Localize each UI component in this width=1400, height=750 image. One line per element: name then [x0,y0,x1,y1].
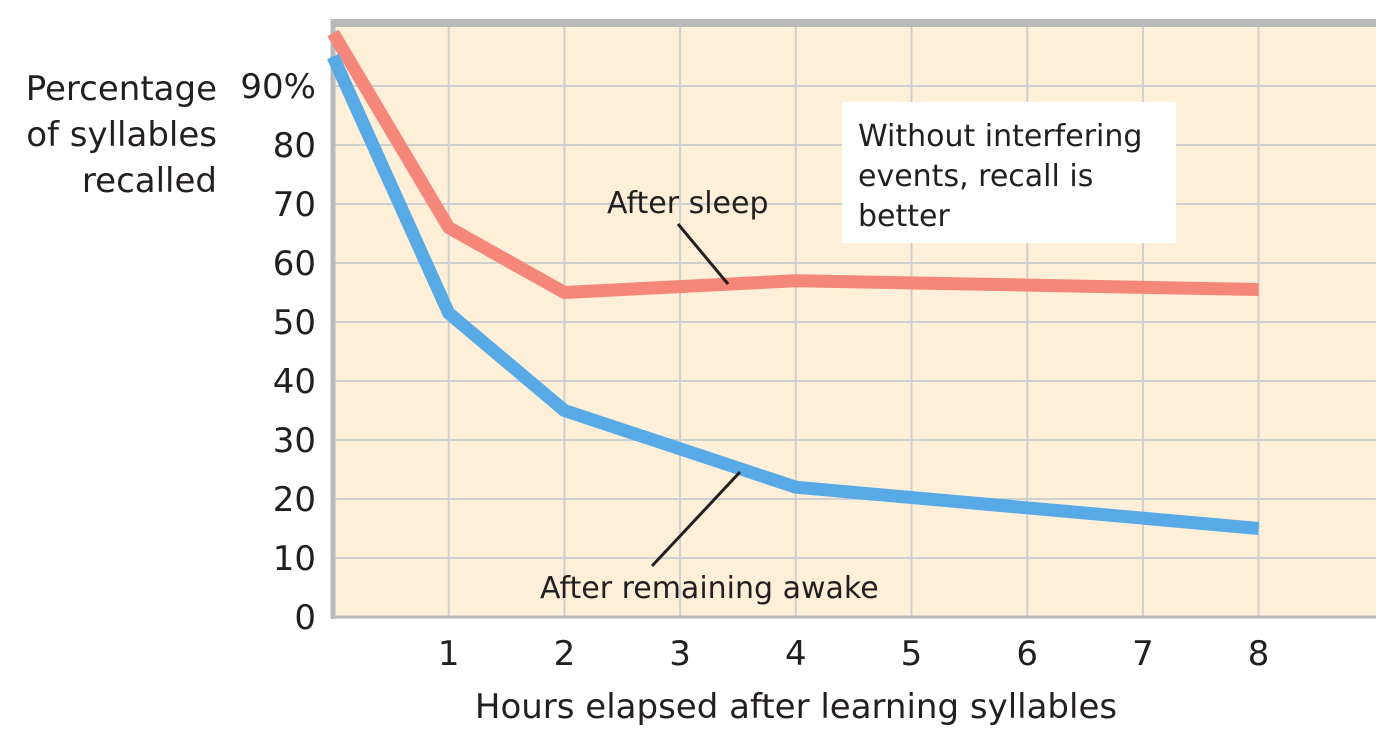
x-tick-label: 6 [1016,634,1038,674]
y-axis-title-line: Percentage [26,69,217,109]
x-tick-label: 5 [901,634,923,674]
x-tick-label: 3 [669,634,691,674]
series-lines [327,29,1260,535]
y-axis-title-line: recalled [82,161,217,201]
x-tick-label: 2 [554,634,576,674]
note-text-line: Without interfering [858,119,1142,154]
y-tick-label: 70 [273,185,316,225]
y-tick-label: 20 [273,480,316,520]
after-sleep-label: After sleep [607,186,769,221]
x-tick-label: 1 [438,634,460,674]
annotations: After sleep After remaining awake Without … [540,102,1176,606]
after-sleep-leader [676,223,730,285]
y-tick-label: 80 [273,126,316,166]
y-tick-label: 10 [273,539,316,579]
y-tick-label: 40 [273,362,316,402]
y-tick-label: 60 [273,244,316,284]
x-axis-title: Hours elapsed after learning syllables [475,687,1117,727]
after-awake-label: After remaining awake [540,571,879,606]
note-box [842,102,1176,243]
x-tick-label: 8 [1248,634,1270,674]
x-tick-label: 4 [785,634,807,674]
note-text-line: better [858,199,950,234]
y-axis-title-line: of syllables [26,115,217,155]
y-tick-label: 30 [273,421,316,461]
axes [330,19,1376,619]
after-awake-leader [650,470,742,568]
y-tick-label: 0 [294,598,316,638]
x-tick-label: 7 [1132,634,1154,674]
note-text-line: events, recall is [858,159,1093,194]
y-tick-label: 50 [273,303,316,343]
y-tick-label: 90% [240,67,316,107]
